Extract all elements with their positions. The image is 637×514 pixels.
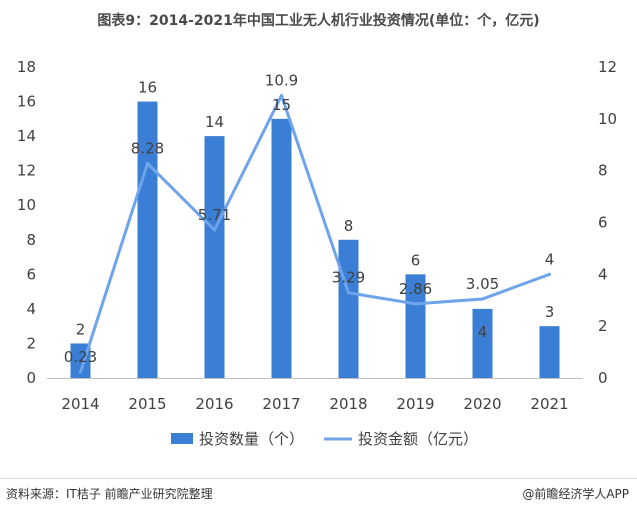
y-left-tick-label: 4: [26, 300, 36, 318]
line-point: [79, 370, 82, 374]
footer-divider: [0, 478, 637, 479]
y-right-tick-label: 0: [598, 369, 608, 387]
y-left-tick-label: 8: [26, 231, 36, 249]
y-right-tick-label: 6: [598, 214, 608, 232]
line-value-label: 10.9: [265, 72, 298, 90]
line-value-label: 4: [545, 250, 555, 268]
line-point: [146, 161, 149, 165]
bar-value-label: 16: [138, 79, 157, 97]
y-left-tick-label: 2: [26, 334, 36, 352]
y-right-tick-label: 2: [598, 317, 608, 335]
line-value-label: 2.86: [399, 280, 432, 298]
line-path: [79, 94, 551, 374]
y-left-tick-label: 6: [26, 265, 36, 283]
legend-label-line: 投资金额（亿元）: [358, 430, 478, 448]
bar-value-label: 3: [545, 303, 555, 321]
data-labels: 2 16 14 15 8 6 4 3 0.23 8.28 5.71 10.9 3.29 2.86 3.05 4: [64, 72, 554, 367]
y-right-tick-label: 4: [598, 265, 608, 283]
bar-value-label: 6: [411, 251, 421, 269]
bar: [338, 239, 359, 378]
y-left-tick-label: 12: [17, 162, 36, 180]
axis-right: 0 2 4 6 8 10 12: [598, 58, 617, 387]
line-point: [414, 302, 417, 306]
source-note: 资料来源：IT桔子 前瞻产业研究院整理: [6, 487, 213, 501]
y-right-tick-label: 12: [598, 58, 617, 76]
x-tick-label: 2015: [128, 395, 166, 413]
line-point: [280, 94, 283, 98]
y-left-tick-label: 14: [17, 127, 36, 145]
bar-value-label: 8: [344, 217, 354, 235]
chart-title: 图表9：2014-2021年中国工业无人机行业投资情况(单位：个，亿元): [97, 13, 540, 29]
x-tick-label: 2016: [195, 395, 233, 413]
line-point: [548, 272, 551, 276]
bar: [204, 136, 225, 378]
legend: 投资数量（个） 投资金额（亿元）: [171, 430, 478, 448]
line-value-label: 3.29: [332, 269, 365, 287]
line-value-label: 3.05: [466, 275, 499, 293]
bars: [70, 101, 560, 379]
y-left-tick-label: 18: [17, 58, 36, 76]
x-tick-label: 2020: [463, 395, 501, 413]
brand-note: @前瞻经济学人APP: [522, 487, 629, 501]
legend-label-bar: 投资数量（个）: [199, 430, 304, 448]
x-tick-label: 2021: [530, 395, 568, 413]
y-left-tick-label: 16: [17, 93, 36, 111]
axis-left: 0 2 4 6 8 10 12 14 16 18: [17, 58, 36, 387]
x-tick-label: 2017: [262, 395, 300, 413]
bar: [271, 118, 292, 378]
bar-value-label: 14: [205, 113, 224, 131]
bar-value-label: 15: [272, 96, 291, 114]
footer: 资料来源：IT桔子 前瞻产业研究院整理 @前瞻经济学人APP: [6, 485, 631, 505]
x-tick-label: 2014: [61, 395, 99, 413]
bar-value-label: 4: [478, 323, 488, 341]
line-point: [481, 297, 484, 301]
line-value-label: 5.71: [198, 206, 231, 224]
y-left-tick-label: 10: [17, 196, 36, 214]
bar: [539, 326, 560, 378]
bar: [472, 308, 493, 378]
line-point: [347, 291, 350, 295]
bar: [137, 101, 158, 379]
x-tick-label: 2019: [396, 395, 434, 413]
legend-swatch-bar: [171, 433, 193, 444]
x-tick-label: 2018: [329, 395, 367, 413]
line-point: [213, 228, 216, 232]
line-value-label: 0.23: [64, 348, 97, 366]
y-left-tick-label: 0: [26, 369, 36, 387]
line-value-label: 8.28: [131, 139, 164, 157]
bar-value-label: 2: [76, 320, 86, 338]
line-series: [79, 94, 551, 374]
bar: [405, 274, 426, 378]
y-right-tick-label: 10: [598, 110, 617, 128]
x-axis: 2014 2015 2016 2017 2018 2019 2020 2021: [47, 378, 583, 413]
y-right-tick-label: 8: [598, 162, 608, 180]
